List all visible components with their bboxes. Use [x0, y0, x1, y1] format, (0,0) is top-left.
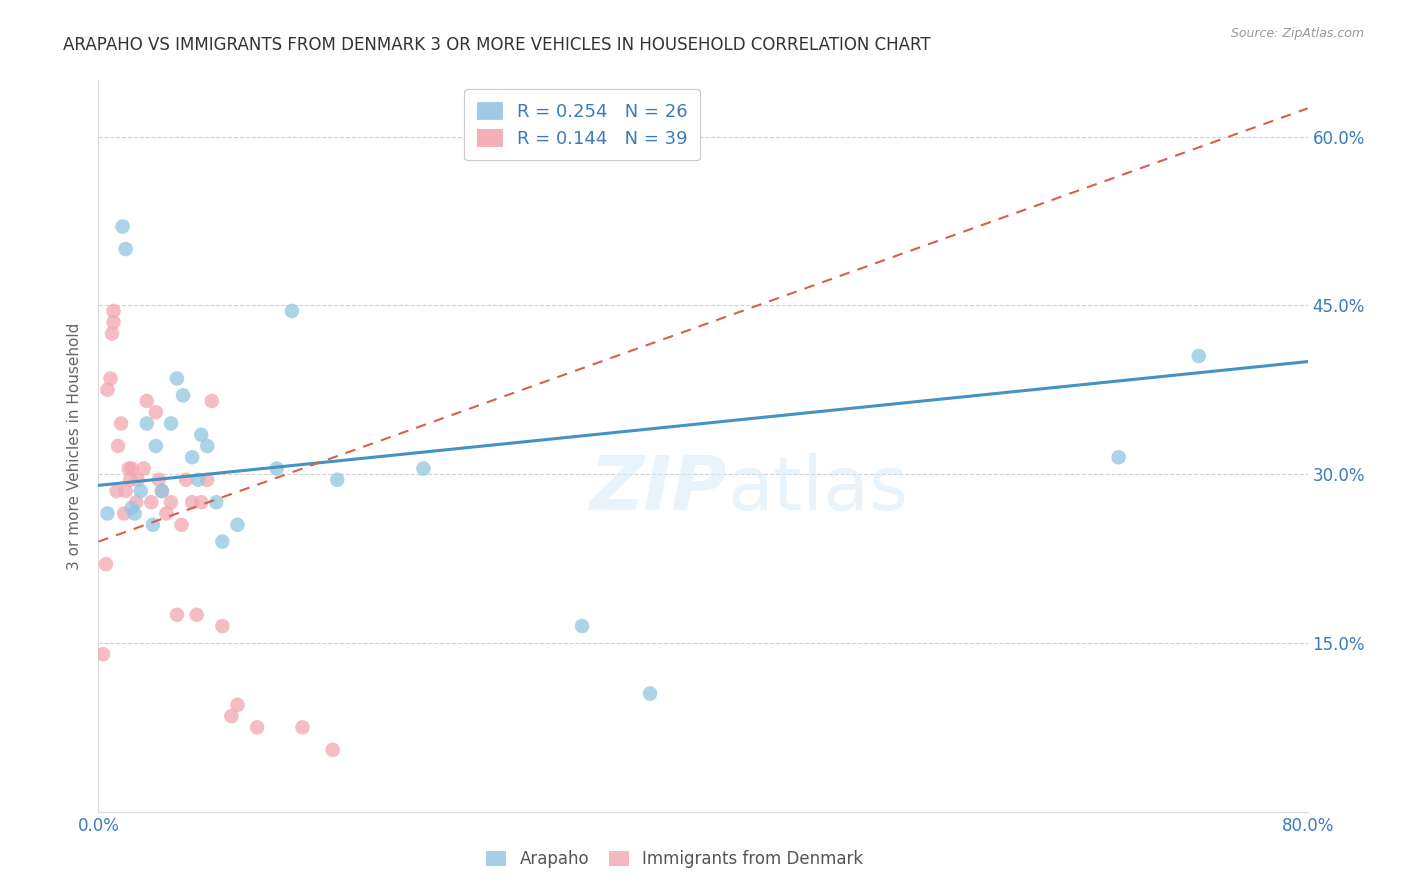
- Point: [132, 461, 155, 475]
- Point: [135, 394, 157, 409]
- Point: [1108, 450, 1130, 465]
- Point: [190, 427, 212, 442]
- Point: [142, 517, 165, 532]
- Text: ZIP: ZIP: [591, 453, 727, 526]
- Point: [160, 495, 183, 509]
- Text: atlas: atlas: [727, 453, 908, 526]
- Point: [118, 461, 141, 475]
- Point: [201, 394, 224, 409]
- Point: [96, 507, 118, 521]
- Point: [211, 619, 233, 633]
- Point: [170, 517, 193, 532]
- Point: [186, 607, 208, 622]
- Text: Source: ZipAtlas.com: Source: ZipAtlas.com: [1230, 27, 1364, 40]
- Text: ARAPAHO VS IMMIGRANTS FROM DENMARK 3 OR MORE VEHICLES IN HOUSEHOLD CORRELATION C: ARAPAHO VS IMMIGRANTS FROM DENMARK 3 OR …: [63, 36, 931, 54]
- Point: [638, 687, 661, 701]
- Point: [101, 326, 124, 341]
- Point: [195, 473, 218, 487]
- Point: [105, 483, 128, 498]
- Point: [135, 417, 157, 431]
- Point: [145, 439, 167, 453]
- Legend: R = 0.254   N = 26, R = 0.144   N = 39: R = 0.254 N = 26, R = 0.144 N = 39: [464, 89, 700, 161]
- Point: [114, 242, 136, 256]
- Point: [281, 304, 304, 318]
- Point: [205, 495, 228, 509]
- Point: [166, 607, 188, 622]
- Point: [148, 473, 170, 487]
- Point: [190, 495, 212, 509]
- Point: [172, 388, 194, 402]
- Point: [181, 495, 204, 509]
- Point: [326, 473, 349, 487]
- Point: [211, 534, 233, 549]
- Point: [412, 461, 434, 475]
- Point: [124, 507, 146, 521]
- Legend: Arapaho, Immigrants from Denmark: Arapaho, Immigrants from Denmark: [479, 844, 870, 875]
- Point: [111, 219, 134, 234]
- Point: [291, 720, 314, 734]
- Point: [100, 371, 122, 385]
- Point: [181, 450, 204, 465]
- Point: [150, 483, 173, 498]
- Point: [112, 507, 135, 521]
- Point: [91, 647, 114, 661]
- Point: [127, 473, 149, 487]
- Point: [107, 439, 129, 453]
- Point: [226, 698, 249, 712]
- Point: [141, 495, 163, 509]
- Point: [187, 473, 209, 487]
- Point: [94, 557, 117, 571]
- Point: [121, 500, 143, 515]
- Point: [120, 473, 142, 487]
- Point: [195, 439, 218, 453]
- Point: [166, 371, 188, 385]
- Point: [266, 461, 288, 475]
- Point: [226, 517, 249, 532]
- Y-axis label: 3 or more Vehicles in Household: 3 or more Vehicles in Household: [67, 322, 83, 570]
- Point: [145, 405, 167, 419]
- Point: [155, 507, 177, 521]
- Point: [571, 619, 593, 633]
- Point: [129, 483, 152, 498]
- Point: [114, 483, 136, 498]
- Point: [103, 304, 125, 318]
- Point: [96, 383, 118, 397]
- Point: [150, 483, 173, 498]
- Point: [246, 720, 269, 734]
- Point: [121, 461, 143, 475]
- Point: [322, 743, 344, 757]
- Point: [174, 473, 197, 487]
- Point: [103, 315, 125, 329]
- Point: [1188, 349, 1211, 363]
- Point: [125, 495, 148, 509]
- Point: [110, 417, 132, 431]
- Point: [221, 709, 243, 723]
- Point: [160, 417, 183, 431]
